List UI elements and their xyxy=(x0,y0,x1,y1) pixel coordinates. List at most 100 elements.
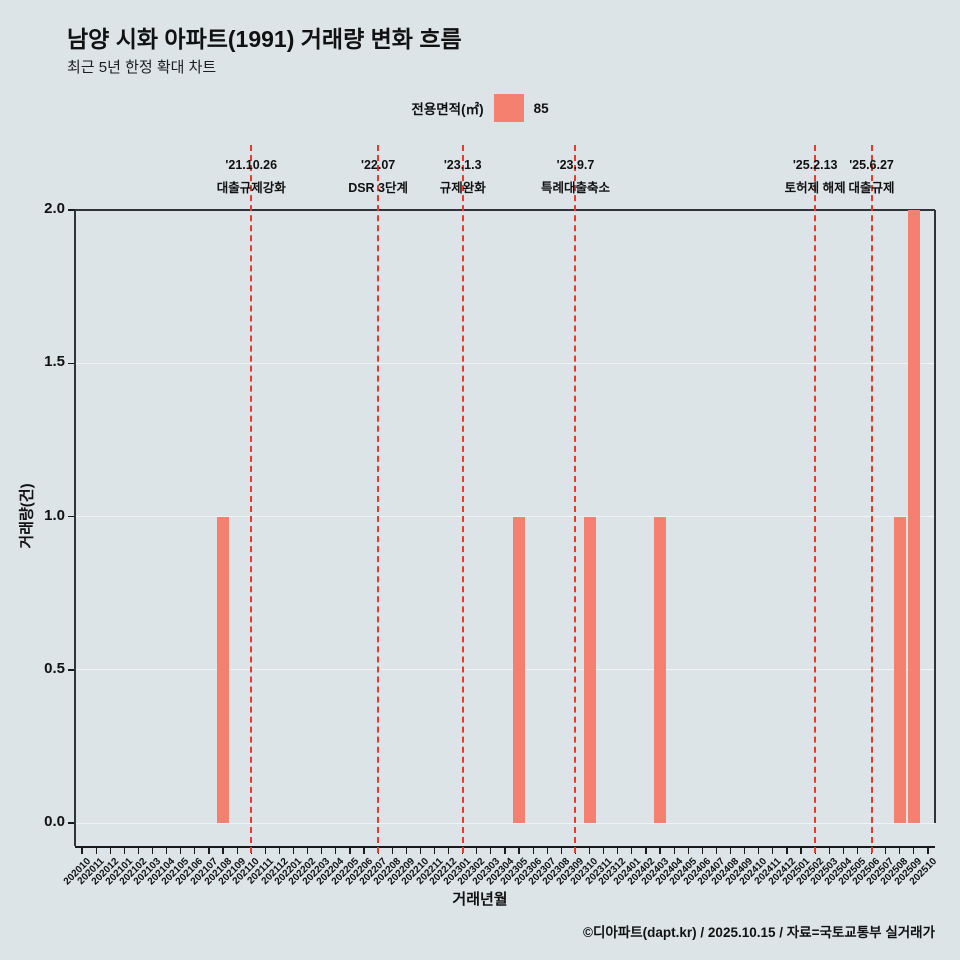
x-tick-mark xyxy=(208,847,210,854)
x-tick-mark xyxy=(180,847,182,854)
legend-entry-85: 85 xyxy=(533,100,549,116)
x-tick-mark xyxy=(856,847,859,854)
x-tick-mark xyxy=(151,847,154,854)
x-tick-mark xyxy=(95,847,97,854)
x-tick-mark xyxy=(885,847,887,854)
x-tick-mark xyxy=(405,847,407,854)
x-axis-line xyxy=(75,846,935,848)
x-tick-mark xyxy=(772,847,774,854)
x-tick-mark xyxy=(264,847,266,854)
x-tick-mark xyxy=(321,847,323,854)
event-line xyxy=(377,145,380,853)
event-label: 토허제 해제 xyxy=(784,181,846,195)
x-tick-mark xyxy=(419,847,421,854)
bar xyxy=(513,516,526,823)
x-tick-mark xyxy=(448,847,450,854)
event-line xyxy=(870,145,873,853)
event-label: 대출규제강화 xyxy=(216,181,286,195)
x-tick-mark xyxy=(518,847,520,854)
x-tick-mark xyxy=(490,847,492,854)
event-date: '25.6.27 xyxy=(849,158,894,172)
x-tick-mark xyxy=(729,847,732,854)
footer-credit: ©디아파트(dapt.kr) / 2025.10.15 / 자료=국토교통부 실… xyxy=(583,925,935,940)
x-tick-mark xyxy=(546,847,548,854)
gridline xyxy=(75,822,935,824)
bar xyxy=(583,516,596,823)
gridline xyxy=(75,516,935,517)
y-tick-mark xyxy=(68,209,75,211)
x-axis-label: 거래년월 xyxy=(452,891,508,908)
x-tick-mark xyxy=(617,847,619,854)
x-tick-mark xyxy=(715,847,718,854)
x-tick-mark xyxy=(899,847,901,854)
event-date: '23.9.7 xyxy=(556,158,595,172)
gridline xyxy=(75,362,935,364)
event-label: DSR 3단계 xyxy=(348,181,409,195)
x-tick-mark xyxy=(659,847,661,854)
x-tick-mark xyxy=(927,847,929,854)
event-label: 규제완화 xyxy=(439,181,486,195)
right-spine xyxy=(934,210,936,823)
gridline xyxy=(75,669,935,671)
x-tick-mark xyxy=(335,847,337,854)
chart-title: 남양 시화 아파트(1991) 거래량 변화 흐름 xyxy=(67,26,462,52)
x-tick-mark xyxy=(588,847,591,854)
legend-label: 전용면적(㎡) xyxy=(411,102,484,117)
x-tick-mark xyxy=(758,847,760,854)
event-date: '21.10.26 xyxy=(225,158,278,172)
x-tick-mark xyxy=(744,847,746,854)
legend-swatch xyxy=(493,94,524,122)
bar xyxy=(654,516,667,823)
x-tick-mark xyxy=(307,847,309,854)
x-tick-mark xyxy=(800,847,802,854)
x-tick-mark xyxy=(701,847,703,854)
x-tick-mark xyxy=(433,847,436,854)
x-tick-mark xyxy=(363,847,365,854)
x-tick-mark xyxy=(842,847,844,854)
x-tick-mark xyxy=(603,847,605,854)
y-tick-mark xyxy=(68,362,75,364)
x-tick-mark xyxy=(391,847,393,854)
x-tick-mark xyxy=(786,847,788,854)
x-tick-mark xyxy=(194,847,196,854)
x-tick-mark xyxy=(109,847,111,854)
legend: 전용면적(㎡) 85 xyxy=(0,94,960,122)
x-tick-mark xyxy=(504,847,506,854)
event-line xyxy=(461,145,464,853)
x-tick-mark xyxy=(687,847,689,854)
y-tick-label: 0.5 xyxy=(44,659,65,677)
x-tick-mark xyxy=(166,847,168,854)
top-spine xyxy=(75,209,935,211)
event-label: 특례대출축소 xyxy=(540,181,610,195)
event-line xyxy=(250,145,253,853)
x-tick-mark xyxy=(236,847,238,854)
x-tick-mark xyxy=(278,847,280,854)
x-tick-mark xyxy=(81,847,83,854)
y-tick-label: 1.5 xyxy=(44,353,65,371)
x-tick-mark xyxy=(673,847,675,854)
x-tick-mark xyxy=(631,847,633,854)
x-tick-mark xyxy=(123,847,125,854)
y-tick-label: 1.0 xyxy=(44,506,65,524)
x-tick-mark xyxy=(349,847,351,854)
bar xyxy=(907,210,920,823)
y-tick-mark xyxy=(68,822,75,824)
x-tick-mark xyxy=(532,847,534,854)
x-tick-mark xyxy=(560,847,562,854)
x-tick-mark xyxy=(828,847,830,854)
event-date: '22.07 xyxy=(360,158,396,172)
event-line xyxy=(574,145,577,853)
left-spine xyxy=(74,210,76,846)
y-tick-mark xyxy=(68,669,75,671)
chart-subtitle: 최근 5년 한정 확대 차트 xyxy=(67,59,217,76)
event-line xyxy=(814,145,817,853)
x-tick-mark xyxy=(222,847,224,854)
event-date: '25.2.13 xyxy=(792,158,838,172)
x-tick-mark xyxy=(645,847,647,854)
y-tick-label: 0.0 xyxy=(44,813,65,830)
event-label: 대출규제 xyxy=(848,181,895,195)
y-tick-label: 2.0 xyxy=(44,200,65,217)
bar xyxy=(217,516,230,823)
y-tick-mark xyxy=(68,515,75,518)
